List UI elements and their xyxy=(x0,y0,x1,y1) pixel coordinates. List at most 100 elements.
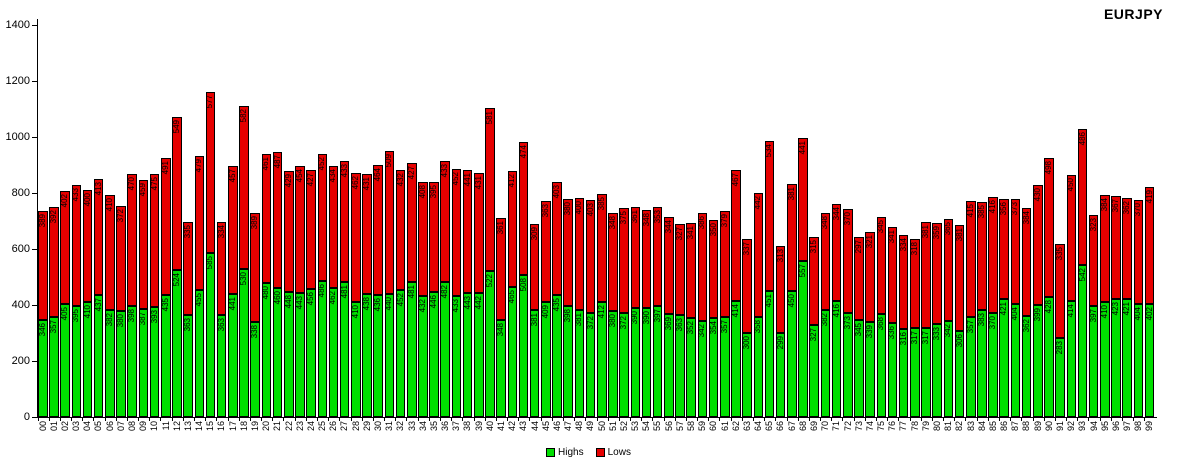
value-label: 344 xyxy=(831,207,841,221)
x-tick-label: 89 xyxy=(1032,421,1043,432)
bar-78: 318 317 xyxy=(910,239,920,417)
value-label: 359 xyxy=(932,226,942,240)
bar-92: 450 414 xyxy=(1066,175,1077,417)
low-segment: 415 xyxy=(965,200,976,318)
low-segment: 413 xyxy=(94,179,104,295)
value-label: 585 xyxy=(205,256,215,270)
low-segment: 297 xyxy=(854,237,864,321)
high-segment: 333 xyxy=(932,323,942,417)
value-label: 487 xyxy=(272,154,282,169)
legend-item-lows: Lows xyxy=(595,447,631,458)
high-segment: 380 xyxy=(116,310,126,417)
x-tick-label: 36 xyxy=(440,421,451,432)
bar-14: 479 455 xyxy=(194,155,205,417)
x-tick-label: 08 xyxy=(127,421,138,432)
low-segment: 429 xyxy=(284,171,294,292)
value-label: 333 xyxy=(932,326,942,341)
high-segment: 423 xyxy=(1111,298,1121,417)
high-segment: 441 xyxy=(227,293,238,417)
high-segment: 363 xyxy=(217,315,227,417)
value-label: 356 xyxy=(999,202,1009,216)
x-tick-label: 19 xyxy=(250,421,260,432)
bar-23: 454 443 xyxy=(295,165,305,417)
value-label: 456 xyxy=(306,292,316,306)
low-segment: 348 xyxy=(642,210,652,308)
value-label: 342 xyxy=(697,324,707,338)
x-tick-label: 41 xyxy=(495,421,506,432)
high-segment: 299 xyxy=(776,333,786,417)
low-segment: 359 xyxy=(932,223,942,324)
y-tick-mark xyxy=(32,137,37,138)
bar-20: 461 480 xyxy=(261,153,272,417)
x-tick-mark xyxy=(1021,418,1023,421)
x-tick-mark xyxy=(439,418,441,421)
value-label: 381 xyxy=(921,224,930,238)
x-tick-mark xyxy=(317,418,318,421)
value-label: 315 xyxy=(809,240,819,254)
value-label: 451 xyxy=(764,293,774,308)
value-label: 443 xyxy=(462,295,472,310)
value-label: 522 xyxy=(484,273,494,288)
legend-label-highs: Highs xyxy=(558,447,584,458)
x-tick-label: 93 xyxy=(1077,421,1088,432)
low-segment: 323 xyxy=(1089,215,1099,306)
high-segment: 381 xyxy=(530,310,540,417)
x-tick-mark xyxy=(138,418,140,421)
value-label: 384 xyxy=(1099,197,1109,212)
x-tick-mark xyxy=(954,418,956,421)
x-tick-mark xyxy=(82,418,84,421)
x-tick-label: 54 xyxy=(641,421,652,432)
x-axis-line xyxy=(37,417,1157,418)
value-label: 435 xyxy=(552,298,562,312)
high-segment: 432 xyxy=(418,296,428,417)
x-tick-mark xyxy=(842,418,844,421)
low-segment: 452 xyxy=(451,169,462,296)
x-tick-label: 77 xyxy=(898,421,909,432)
low-segment: 345 xyxy=(876,217,887,314)
value-label: 381 xyxy=(786,187,796,201)
bar-46: 403 435 xyxy=(552,182,562,417)
value-label: 373 xyxy=(842,315,852,329)
y-tick-label: 1400 xyxy=(5,19,30,31)
x-tick-label: 52 xyxy=(618,421,629,432)
value-label: 353 xyxy=(652,210,662,224)
value-label: 318 xyxy=(909,242,919,256)
high-segment: 283 xyxy=(1055,337,1065,417)
value-label: 440 xyxy=(384,296,394,311)
value-label: 317 xyxy=(921,331,930,345)
value-label: 441 xyxy=(227,296,237,310)
x-tick-mark xyxy=(741,418,743,421)
x-tick-mark xyxy=(998,418,1000,421)
x-tick-mark xyxy=(663,418,665,421)
value-label: 479 xyxy=(194,158,204,172)
bar-35: 395 446 xyxy=(429,181,439,417)
low-segment: 341 xyxy=(887,227,898,323)
bar-21: 487 460 xyxy=(272,151,283,417)
low-segment: 433 xyxy=(440,160,451,283)
x-tick-mark xyxy=(428,418,430,421)
value-label: 427 xyxy=(406,165,416,180)
value-label: 415 xyxy=(965,203,975,218)
x-tick-mark xyxy=(37,418,39,421)
x-tick-mark xyxy=(451,418,453,421)
value-label: 335 xyxy=(1055,246,1065,261)
chart-title: EURJPY xyxy=(1103,6,1163,22)
x-tick-label: 70 xyxy=(820,421,831,432)
y-tick-label: 1200 xyxy=(5,75,30,87)
high-segment: 393 xyxy=(150,306,160,417)
high-segment: 327 xyxy=(809,325,819,417)
bar-31: 509 440 xyxy=(384,151,395,417)
high-segment: 455 xyxy=(194,289,205,417)
bar-55: 353 397 xyxy=(653,207,663,417)
bar-63: 337 300 xyxy=(742,238,752,417)
x-tick-mark xyxy=(674,418,676,421)
x-tick-mark xyxy=(283,418,285,421)
high-segment: 317 xyxy=(921,328,931,417)
x-tick-mark xyxy=(551,418,553,421)
x-tick-mark xyxy=(1032,418,1034,421)
value-label: 367 xyxy=(1111,198,1121,213)
high-segment: 398 xyxy=(563,305,574,417)
low-segment: 400 xyxy=(83,190,93,303)
bar-01: 392 357 xyxy=(49,207,59,417)
